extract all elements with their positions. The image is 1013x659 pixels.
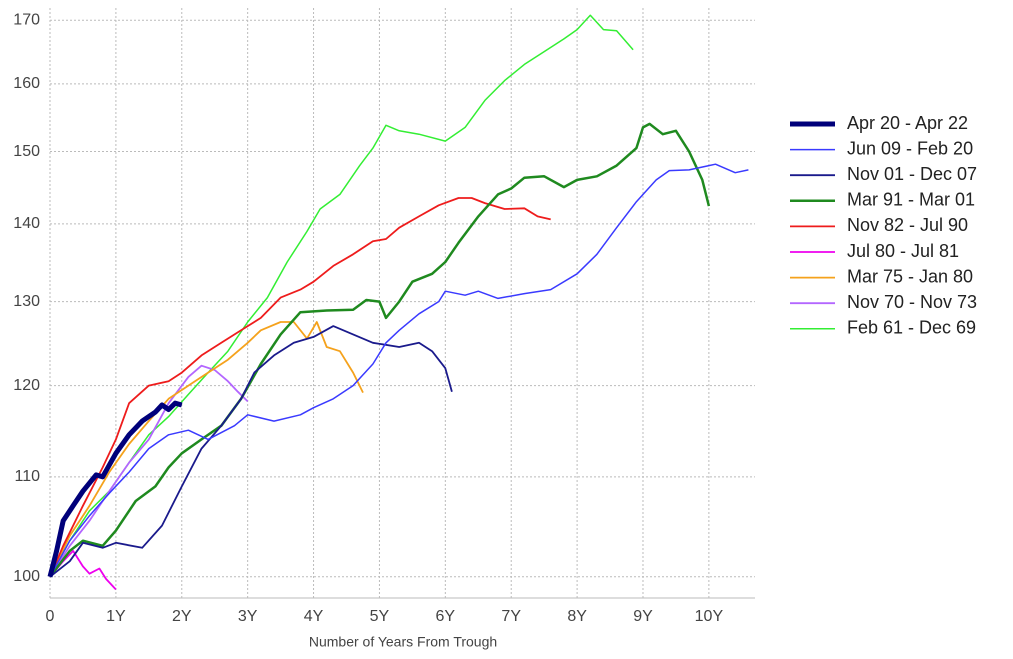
x-tick-label: 8Y <box>567 608 587 625</box>
series-line <box>49 321 364 578</box>
x-tick-label: 1Y <box>106 608 126 625</box>
x-tick-label: 6Y <box>436 608 456 625</box>
series-line <box>49 122 711 578</box>
legend-label: Mar 91 - Mar 01 <box>847 190 975 210</box>
legend-label: Nov 70 - Nov 73 <box>847 292 977 312</box>
series-line <box>49 325 453 578</box>
x-tick-label: 2Y <box>172 608 192 625</box>
series-line <box>47 400 183 578</box>
series-line <box>49 197 551 578</box>
series-line <box>49 163 749 578</box>
legend-label: Apr 20 - Apr 22 <box>847 113 968 133</box>
x-axis-title: Number of Years From Trough <box>309 634 497 650</box>
x-tick-label: 0 <box>46 608 55 625</box>
y-tick-label: 120 <box>13 377 40 394</box>
y-tick-label: 140 <box>13 215 40 232</box>
y-tick-label: 160 <box>13 75 40 92</box>
legend-label: Nov 01 - Dec 07 <box>847 164 977 184</box>
x-tick-label: 10Y <box>695 608 724 625</box>
x-tick-label: 9Y <box>633 608 653 625</box>
legend-label: Feb 61 - Dec 69 <box>847 318 976 338</box>
y-tick-label: 110 <box>14 468 40 485</box>
x-tick-label: 4Y <box>304 608 324 625</box>
y-tick-label: 100 <box>13 568 40 585</box>
legend-label: Nov 82 - Jul 90 <box>847 215 968 235</box>
x-tick-label: 7Y <box>501 608 521 625</box>
legend-label: Mar 75 - Jan 80 <box>847 266 973 286</box>
y-tick-label: 170 <box>13 11 40 28</box>
legend-label: Jul 80 - Jul 81 <box>847 241 959 261</box>
y-tick-label: 150 <box>13 143 40 160</box>
series-line <box>49 550 117 591</box>
series-line <box>49 364 249 578</box>
y-tick-label: 130 <box>13 293 40 310</box>
legend-label: Jun 09 - Feb 20 <box>847 138 973 158</box>
series-line <box>49 14 634 578</box>
x-tick-label: 5Y <box>370 608 390 625</box>
x-tick-label: 3Y <box>238 608 258 625</box>
